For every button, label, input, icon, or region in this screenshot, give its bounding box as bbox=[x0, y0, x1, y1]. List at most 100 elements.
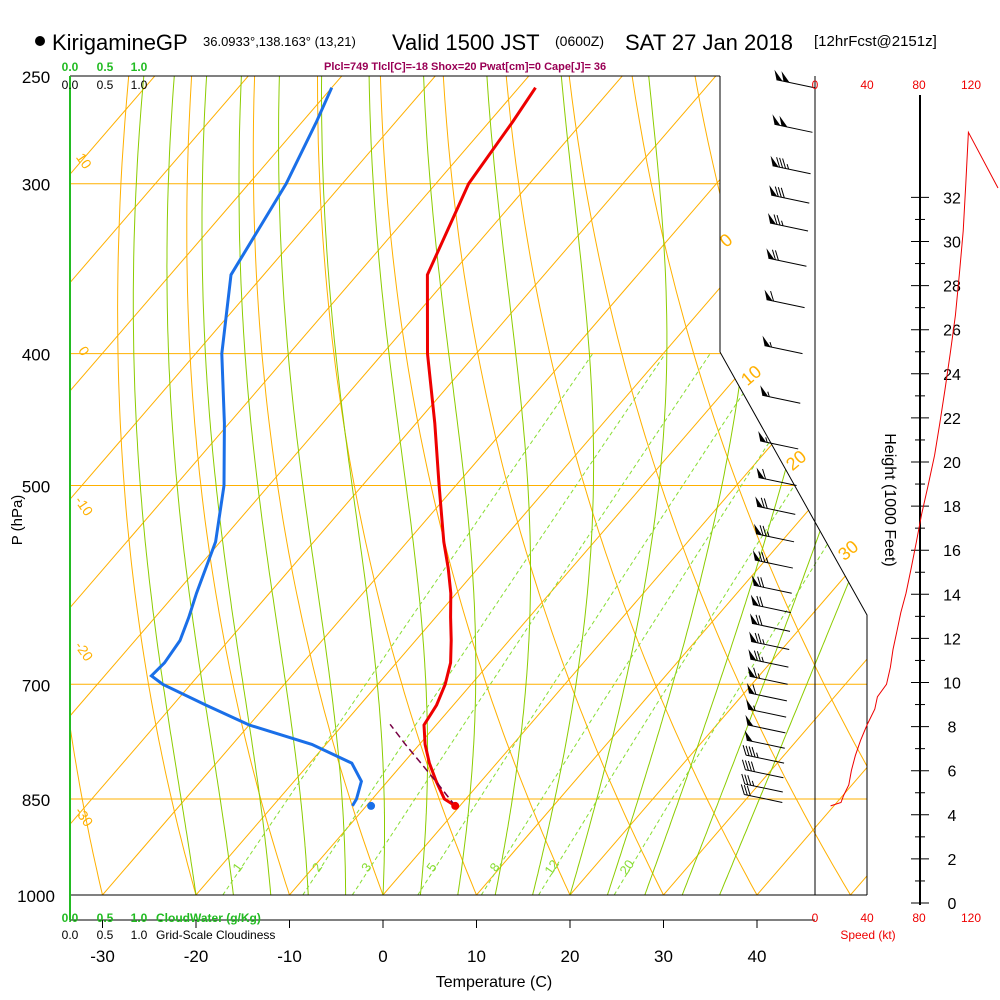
temperature-surface-point bbox=[451, 801, 460, 810]
x-axis-label: Temperature (C) bbox=[436, 974, 552, 991]
mixing-ratio-line-5 bbox=[417, 353, 770, 895]
wind-barb bbox=[760, 385, 801, 404]
moist-adiabat--12 bbox=[201, 76, 272, 895]
barb-staff bbox=[748, 692, 787, 702]
barb-flag bbox=[777, 187, 782, 198]
barb-half-flag bbox=[762, 639, 765, 645]
height-tick-label: 28 bbox=[943, 279, 961, 296]
barb-staff bbox=[758, 477, 797, 486]
barb-pennant bbox=[764, 289, 773, 301]
temperature-tick-label: 20 bbox=[561, 947, 580, 966]
barb-pennant bbox=[770, 155, 779, 168]
speed-tick-label-bottom: 120 bbox=[961, 911, 981, 925]
mixing-ratio-label: 12 bbox=[541, 857, 562, 877]
wind-barb bbox=[751, 575, 792, 594]
barb-flag bbox=[743, 784, 748, 796]
moist-adiabat--8 bbox=[238, 76, 309, 895]
forecast-info: [12hrFcst@2151z] bbox=[814, 33, 937, 50]
temperature-tick-label: -10 bbox=[277, 947, 302, 966]
wind-barb bbox=[741, 773, 783, 793]
barb-pennant bbox=[750, 613, 759, 625]
barb-pennant bbox=[746, 682, 755, 695]
barb-half-flag bbox=[761, 656, 764, 663]
isotherm-30 bbox=[638, 76, 867, 895]
moist-adiabat-4 bbox=[368, 76, 429, 895]
mixing-ratio-line-8 bbox=[480, 353, 828, 895]
cloudiness-top-tick: 0.0 bbox=[62, 78, 79, 92]
barb-staff bbox=[744, 783, 783, 793]
barb-flag bbox=[741, 759, 746, 770]
wind-barb bbox=[768, 213, 809, 232]
barb-pennant bbox=[756, 467, 765, 479]
height-tick-label: 0 bbox=[948, 896, 957, 913]
isotherm--40 bbox=[70, 76, 737, 895]
moist-adiabat-label: 10 bbox=[737, 361, 765, 389]
wind-barb bbox=[756, 467, 797, 486]
height-tick-label: 30 bbox=[943, 235, 961, 252]
wind-barb bbox=[750, 594, 791, 614]
mixing-ratio-label: 20 bbox=[616, 857, 637, 877]
barb-staff bbox=[745, 769, 784, 779]
wind-barb bbox=[752, 550, 793, 569]
dry-adiabat-label: 0 bbox=[75, 343, 93, 359]
speed-tick-label-top: 40 bbox=[860, 78, 874, 92]
barb-half-flag bbox=[765, 557, 769, 563]
dry-adiabat--20 bbox=[117, 76, 205, 895]
pressure-tick-label: 850 bbox=[22, 791, 50, 810]
barb-staff bbox=[753, 584, 792, 594]
barb-pennant bbox=[758, 430, 767, 443]
wind-barb bbox=[772, 114, 813, 133]
dry-adiabat-30 bbox=[441, 76, 679, 895]
isotherm--30 bbox=[77, 76, 831, 895]
barb-half-flag bbox=[757, 673, 761, 679]
temperature-line bbox=[422, 86, 537, 808]
barb-flag bbox=[753, 667, 758, 678]
barb-flag bbox=[780, 187, 785, 198]
moist-adiabat-28 bbox=[644, 76, 856, 895]
barb-flag bbox=[757, 576, 762, 587]
moist-adiabat-36 bbox=[719, 76, 867, 895]
barb-flag bbox=[740, 784, 745, 795]
temperature-tick-label: 0 bbox=[378, 947, 387, 966]
moist-adiabat-0 bbox=[321, 76, 385, 895]
chart-header: KirigamineGP 36.0933°,138.163° (13,21) V… bbox=[35, 30, 937, 73]
barb-flag bbox=[758, 551, 763, 562]
barb-pennant bbox=[760, 385, 769, 397]
height-tick-label: 12 bbox=[943, 631, 961, 648]
cloudiness-bottom-tick: 1.0 bbox=[131, 928, 148, 942]
pressure-tick-label: 700 bbox=[22, 676, 50, 695]
pressure-tick-label: 500 bbox=[22, 478, 50, 497]
barb-staff bbox=[772, 165, 811, 175]
valid-time: Valid 1500 JST bbox=[392, 30, 540, 55]
moist-adiabat-label: 30 bbox=[834, 536, 862, 564]
wind-barb bbox=[770, 155, 811, 175]
mixing-ratio-line-12 bbox=[538, 353, 867, 895]
wind-barb bbox=[746, 682, 787, 702]
barb-half-flag bbox=[756, 752, 759, 758]
height-tick-label: 10 bbox=[943, 676, 961, 693]
barb-pennant bbox=[772, 114, 781, 126]
wind-barb bbox=[755, 496, 796, 515]
dry-adiabat-90 bbox=[814, 76, 867, 895]
wind-barb bbox=[748, 649, 789, 668]
barb-staff bbox=[768, 257, 807, 267]
moist-adiabat-20 bbox=[569, 76, 668, 895]
temperature-tick-label: 30 bbox=[654, 947, 673, 966]
isotherm--50 bbox=[70, 76, 644, 895]
barb-staff bbox=[755, 533, 795, 543]
dry-adiabat-60 bbox=[628, 76, 867, 895]
barb-pennant bbox=[746, 699, 755, 711]
cloud-water-bottom-tick: 0.5 bbox=[97, 911, 114, 925]
temperature-tick-label: 10 bbox=[467, 947, 486, 966]
barb-pennant bbox=[779, 115, 788, 128]
station-name: KirigamineGP bbox=[52, 30, 188, 55]
barb-flag bbox=[752, 684, 757, 695]
parcel-line bbox=[389, 723, 456, 807]
barb-staff bbox=[764, 345, 803, 355]
barb-flag bbox=[744, 760, 749, 771]
cloudiness-bottom-tick: 0.0 bbox=[62, 928, 79, 942]
height-tick-label: 14 bbox=[943, 587, 961, 604]
barb-half-flag bbox=[751, 780, 755, 787]
dry-adiabat-110 bbox=[940, 52, 1000, 924]
dry-adiabat-label: 10 bbox=[73, 150, 95, 172]
